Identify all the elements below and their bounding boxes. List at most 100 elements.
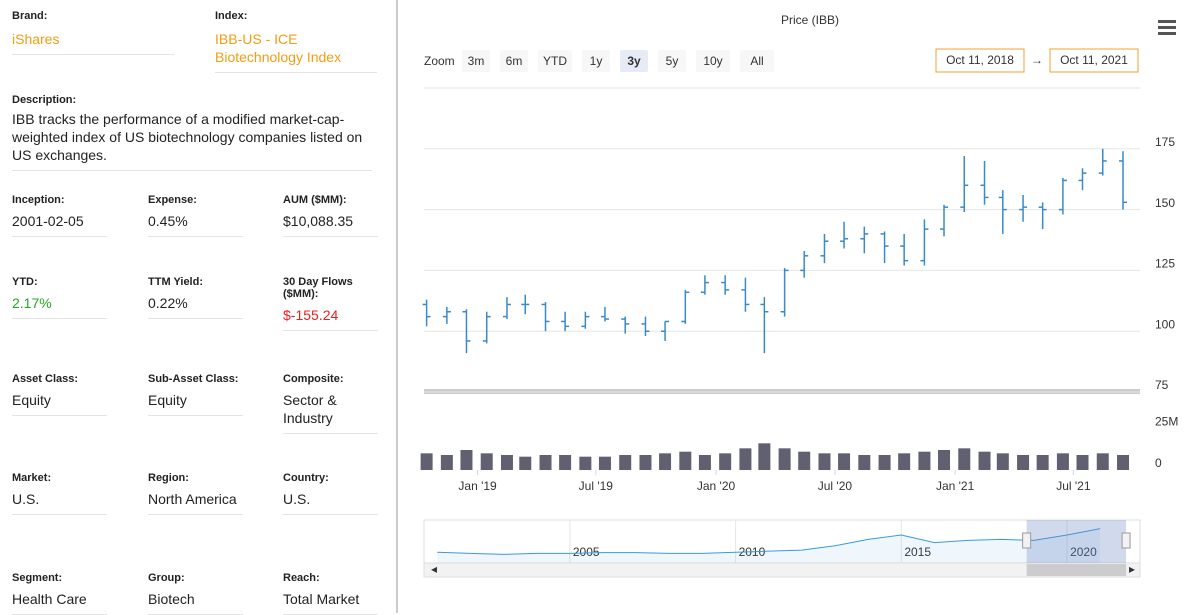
field-label: 30 Day Flows ($MM): — [283, 276, 353, 300]
nav-area — [437, 528, 1101, 563]
x-tick-label: Jan '21 — [936, 479, 975, 493]
field-value: North America — [148, 490, 243, 515]
field-label: Index: — [215, 10, 248, 22]
zoom-button-bg[interactable] — [696, 50, 730, 72]
nav-handle[interactable] — [1121, 532, 1131, 549]
zoom-button[interactable]: 3m — [468, 54, 485, 68]
field-value: 0.22% — [148, 294, 243, 319]
zoom-button-bg[interactable] — [620, 50, 648, 72]
field-label: AUM ($MM): — [283, 194, 347, 206]
volume-bar — [878, 455, 891, 470]
nav-tick-label: 2005 — [573, 545, 600, 559]
chart-title: Price (IBB) — [781, 13, 839, 27]
field-label: YTD: — [12, 276, 38, 288]
y-tick-label: 0 — [1155, 456, 1162, 470]
nav-tick-label: 2015 — [904, 545, 931, 559]
volume-bar — [500, 455, 513, 470]
zoom-button[interactable]: 1y — [590, 54, 603, 68]
x-tick-label: Jul '19 — [579, 479, 614, 493]
y-tick-label: 175 — [1155, 135, 1175, 149]
field-value: $10,088.35 — [283, 212, 378, 237]
scroll-thumb[interactable] — [1026, 564, 1127, 576]
zoom-button[interactable]: YTD — [543, 54, 567, 68]
volume-bar — [698, 455, 711, 470]
field-label: Brand: — [12, 10, 48, 22]
zoom-button-bg[interactable] — [740, 50, 774, 72]
field-value: Sector & Industry — [283, 391, 378, 434]
nav-selection — [1026, 520, 1127, 563]
field-value: iShares — [12, 30, 174, 55]
volume-bar — [778, 448, 791, 470]
x-tick-label: Jan '19 — [458, 479, 497, 493]
volume-bar — [639, 455, 652, 470]
volume-bar — [1017, 455, 1030, 470]
nav-line — [437, 528, 1101, 555]
scroll-right[interactable]: ▸ — [1129, 562, 1135, 576]
volume-bar — [598, 456, 611, 470]
volume-bar — [938, 450, 951, 470]
zoom-button-bg[interactable] — [538, 50, 572, 72]
date-input-text: Oct 11, 2021 — [1060, 53, 1128, 67]
field-label: Composite: — [283, 373, 344, 385]
volume-bar — [1056, 453, 1069, 470]
nav-handle[interactable] — [1022, 532, 1032, 549]
volume-bar — [898, 453, 911, 470]
field-label: Region: — [148, 472, 189, 484]
volume-bar — [1096, 453, 1109, 470]
field-label: Description: — [12, 94, 77, 106]
volume-bar — [440, 455, 453, 470]
field-label: Sub-Asset Class: — [148, 373, 239, 385]
field-label: Market: — [12, 472, 52, 484]
field-value: $-155.24 — [283, 306, 378, 331]
zoom-button[interactable]: 5y — [666, 54, 679, 68]
volume-bar — [1117, 455, 1130, 470]
zoom-button-bg[interactable] — [582, 50, 610, 72]
range-separator: → — [1031, 53, 1043, 67]
volume-bar — [619, 455, 632, 470]
date-input[interactable] — [935, 48, 1025, 73]
y-tick-label: 125 — [1155, 257, 1175, 271]
x-tick-label: Jul '20 — [818, 479, 853, 493]
zoom-button-bg[interactable] — [462, 50, 490, 72]
x-tick-label: Jan '20 — [697, 479, 736, 493]
field-label: Country: — [283, 472, 329, 484]
zoom-button[interactable]: 10y — [703, 54, 722, 68]
volume-bar — [659, 453, 672, 470]
menu-icon[interactable] — [1158, 20, 1176, 35]
field-value: U.S. — [283, 490, 378, 515]
zoom-button-bg[interactable] — [500, 50, 528, 72]
y-tick-label: 25M — [1155, 415, 1178, 429]
volume-bar — [958, 448, 971, 470]
volume-bar — [798, 451, 811, 470]
scrollbar[interactable] — [423, 562, 1141, 578]
field-value: Equity — [12, 391, 107, 416]
field-value: Equity — [148, 391, 243, 416]
field-value: 0.45% — [148, 212, 243, 237]
info-panel: Brand: iShares Index: IBB-US - ICE Biotechn… — [0, 0, 398, 615]
x-tick-label: Jul '21 — [1056, 479, 1091, 493]
volume-bar — [996, 453, 1009, 470]
field-label: Asset Class: — [12, 373, 79, 385]
volume-bar — [739, 448, 752, 470]
zoom-label: Zoom — [424, 54, 455, 68]
navigator — [423, 519, 1141, 564]
field-label: Inception: — [12, 194, 65, 206]
volume-bar — [918, 451, 931, 470]
volume-bar — [1076, 455, 1089, 470]
zoom-button[interactable]: All — [750, 54, 763, 68]
volume-bar — [1036, 455, 1049, 470]
volume-bar — [460, 450, 473, 470]
volume-bar — [719, 453, 732, 470]
scroll-left[interactable]: ◂ — [431, 562, 437, 576]
y-tick-label: 75 — [1155, 378, 1169, 392]
zoom-button[interactable]: 3y — [627, 54, 641, 68]
zoom-button[interactable]: 6m — [506, 54, 523, 68]
date-input[interactable] — [1049, 48, 1139, 73]
volume-bar — [480, 453, 493, 470]
field-value: 2.17% — [12, 294, 107, 319]
volume-bar — [539, 455, 552, 470]
zoom-button-bg[interactable] — [658, 50, 686, 72]
volume-bar — [858, 455, 871, 470]
